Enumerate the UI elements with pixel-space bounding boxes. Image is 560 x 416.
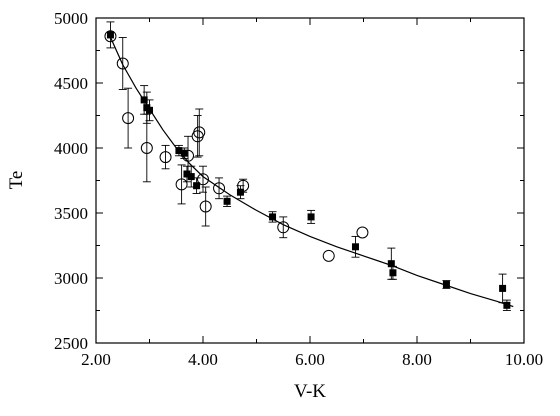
y-tick-label: 5000	[54, 9, 88, 28]
data-point-square	[442, 281, 450, 288]
data-point-square	[351, 243, 359, 251]
x-tick-label: 8.00	[402, 350, 432, 369]
data-point-square	[106, 31, 114, 39]
data-point-circle	[213, 182, 226, 195]
data-point-square	[175, 147, 183, 155]
plot-frame	[95, 17, 525, 344]
data-point-circle	[193, 126, 206, 139]
y-tick-label: 4000	[54, 139, 88, 158]
data-point-square	[187, 173, 195, 181]
data-point-circle	[175, 178, 188, 191]
data-point-square	[193, 182, 201, 190]
data-point-square	[180, 149, 188, 157]
data-point-square	[183, 170, 191, 178]
data-point-circle	[199, 200, 212, 213]
data-point-square	[389, 269, 397, 277]
data-point-circle	[277, 221, 290, 234]
y-tick-label: 3500	[54, 204, 88, 223]
data-point-circle	[197, 173, 209, 186]
data-point-circle	[322, 249, 335, 262]
data-point-square	[140, 96, 148, 104]
y-tick-label: 4500	[54, 74, 88, 93]
data-point-square	[307, 213, 315, 221]
data-point-circle	[159, 151, 172, 164]
x-tick-label: 6.00	[295, 350, 325, 369]
data-point-square	[499, 284, 507, 292]
data-point-square	[269, 213, 277, 221]
fit-curve	[108, 34, 514, 308]
data-point-square	[387, 260, 395, 268]
data-point-circle	[140, 142, 153, 154]
data-point-circle	[182, 149, 195, 162]
y-axis-label: Te	[6, 171, 27, 190]
data-points	[104, 21, 511, 311]
axis-ticks	[95, 17, 525, 344]
data-point-circle	[122, 112, 135, 125]
data-point-square	[223, 197, 231, 205]
data-point-square	[503, 301, 511, 309]
data-point-square	[146, 106, 153, 114]
x-tick-label: 2.00	[81, 350, 111, 369]
data-point-circle	[356, 226, 369, 239]
tick-labels: 2.00 4.00 6.00 8.00 10.00 2500 3000 3500 4000 450…	[54, 9, 543, 369]
y-tick-label: 2500	[54, 334, 88, 353]
y-tick-label: 3000	[54, 269, 88, 288]
data-point-circle	[237, 179, 250, 192]
data-point-circle	[104, 30, 117, 43]
x-tick-label: 4.00	[188, 350, 218, 369]
data-point-circle	[116, 57, 129, 70]
x-tick-label: 10.00	[505, 350, 543, 369]
x-axis-label: V-K	[294, 381, 326, 402]
